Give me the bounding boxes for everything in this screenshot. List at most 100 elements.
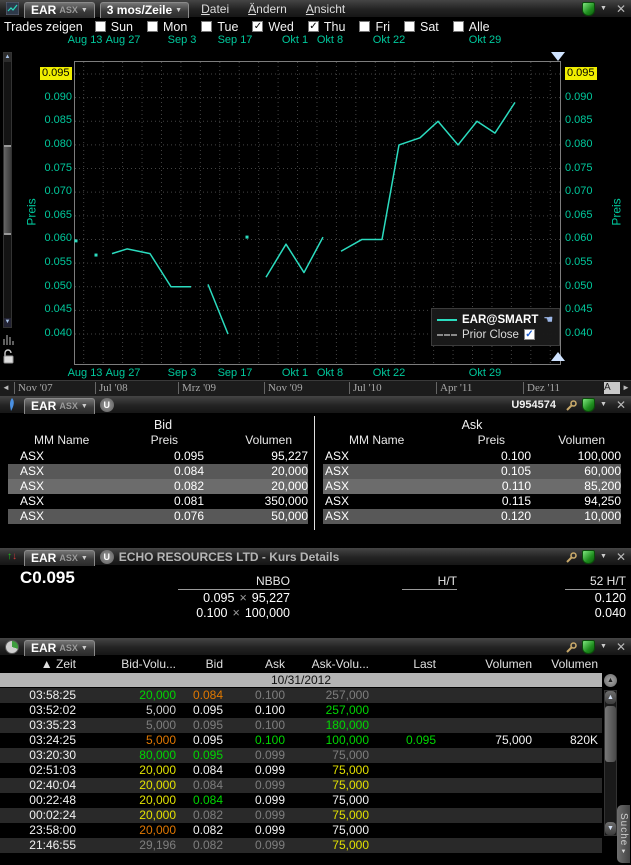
timeline-right-arrow-icon[interactable]: ► (622, 383, 630, 392)
checkbox-icon[interactable] (452, 21, 464, 32)
day-filter-mon[interactable]: Mon (147, 20, 187, 34)
exchange-label: ASX (59, 643, 78, 653)
scroll-up-icon[interactable]: ▲ (4, 53, 11, 62)
checkbox-icon[interactable] (147, 21, 158, 32)
close-icon[interactable]: ✕ (615, 397, 626, 412)
prior-close-checkbox[interactable]: ✓ (523, 329, 535, 340)
tape-column-header[interactable]: Last (413, 657, 436, 671)
tape-column-header[interactable]: Volumen (551, 657, 598, 671)
shield-icon[interactable] (582, 639, 595, 654)
day-filter-tue[interactable]: Tue (201, 20, 238, 34)
checkbox-icon[interactable] (404, 21, 416, 32)
tape-cell: 0.100 (254, 718, 285, 732)
day-filter-label: Fri (375, 19, 391, 34)
chart-vertical-scrollbar[interactable]: ▲ ▼ (3, 52, 12, 328)
tape-cell: 100,000 (325, 733, 369, 747)
close-icon[interactable]: ✕ (615, 1, 626, 16)
checkbox-icon[interactable]: ✓ (307, 20, 319, 32)
period-tab[interactable]: 3 mos/Zeile ▼ (99, 1, 190, 18)
chevron-down-icon[interactable]: ▼ (600, 553, 607, 560)
day-filter-thu[interactable]: ✓ Thu (307, 20, 345, 34)
symbol-tab[interactable]: EAR ASX ▼ (24, 1, 95, 18)
day-filter-sat[interactable]: Sat (404, 20, 439, 34)
tape-cell: 03:24:25 (29, 733, 76, 747)
tape-cell (536, 838, 602, 853)
tape-row: 21:46:55 29,196 0.082 0.099 75,000 (0, 838, 602, 853)
tape-cell: 0.100 (254, 733, 285, 747)
suche-tab[interactable]: Suche ▼ (617, 805, 630, 863)
menu-ansicht[interactable]: Ansicht (305, 1, 346, 16)
checkbox-icon[interactable] (201, 21, 213, 32)
unlock-icon[interactable] (2, 348, 16, 364)
scroll-to-top-button[interactable]: ▲ (604, 674, 617, 687)
day-filter-sun[interactable]: Sun (94, 20, 133, 34)
symbol-tab[interactable]: EAR ASX ▼ (24, 549, 95, 566)
symbol-tab[interactable]: EAR ASX ▼ (24, 639, 95, 656)
depth-row[interactable]: ASX 0.076 50,000 (8, 509, 308, 524)
scrollbar-thumb[interactable] (605, 706, 616, 762)
scroll-down-icon[interactable]: ▼ (4, 318, 11, 327)
depth-row[interactable]: ASX 0.082 20,000 (8, 479, 308, 494)
day-filter-alle[interactable]: Alle (452, 20, 490, 34)
scroll-up-icon[interactable]: ▲ (605, 691, 616, 704)
shield-icon[interactable] (582, 549, 595, 564)
chart-canvas[interactable] (74, 61, 561, 365)
price-chart-plot[interactable] (74, 61, 561, 370)
checkbox-icon[interactable] (359, 21, 371, 32)
wrench-icon[interactable] (565, 399, 577, 411)
tape-column-header[interactable]: Ask-Volu... (311, 657, 369, 671)
tape-column-header[interactable]: ▲ Zeit (40, 657, 76, 671)
depth-row[interactable]: ASX 0.084 20,000 (8, 464, 308, 479)
chevron-down-icon[interactable]: ▼ (600, 643, 607, 650)
close-icon[interactable]: ✕ (615, 549, 626, 564)
depth-row[interactable]: ASX 0.095 95,227 (20, 449, 308, 463)
last-price-badge: 0.095 (40, 67, 72, 80)
day-filter-wed[interactable]: ✓ Wed (252, 20, 294, 34)
chevron-down-icon[interactable]: ▼ (600, 5, 607, 12)
wrench-icon[interactable] (565, 551, 577, 563)
legend-item-series[interactable]: EAR@SMART ☚ (437, 312, 554, 327)
x-tick-label: Sep 17 (217, 34, 253, 46)
symbol-tab[interactable]: EAR ASX ▼ (24, 397, 95, 414)
range-handle-top[interactable] (551, 52, 565, 61)
account-id: U954574 (511, 398, 556, 411)
tape-column-header[interactable]: Volumen (485, 657, 532, 671)
depth-row[interactable]: ASX 0.100 100,000 (325, 449, 621, 463)
scroll-down-icon[interactable]: ▼ (605, 822, 616, 835)
depth-row[interactable]: ASX 0.120 10,000 (323, 509, 621, 524)
tape-cell: 75,000 (332, 823, 369, 837)
tape-column-header[interactable]: Bid (205, 657, 223, 671)
tape-cell: 5,000 (145, 733, 176, 747)
menu-datei[interactable]: Datei (201, 1, 230, 16)
close-icon[interactable]: ✕ (615, 639, 626, 654)
price-line (265, 236, 324, 278)
day-filter-fri[interactable]: Fri (359, 20, 390, 34)
timeline-range-box[interactable]: A (604, 382, 620, 394)
checkbox-icon[interactable] (94, 21, 106, 32)
depth-row[interactable]: ASX 0.115 94,250 (325, 494, 621, 508)
depth-row[interactable]: ASX 0.081 350,000 (20, 494, 308, 508)
timeline-left-arrow-icon[interactable]: ◄ (2, 383, 10, 392)
tape-cell: 02:40:04 (29, 778, 76, 792)
menu-aendern[interactable]: Ändern (248, 1, 287, 16)
checkbox-icon[interactable]: ✓ (252, 20, 264, 32)
chevron-down-icon[interactable]: ▼ (600, 401, 607, 408)
depth-row[interactable]: ASX 0.105 60,000 (323, 464, 621, 479)
y-tick-label: 0.075 (44, 161, 72, 174)
tape-cell: 0.084 (192, 778, 223, 792)
tape-vertical-scrollbar[interactable]: ▲ ▼ (604, 690, 617, 836)
depth-row[interactable]: ASX 0.110 85,200 (323, 479, 621, 494)
tape-column-header[interactable]: Ask (264, 657, 285, 671)
scrollbar-thumb[interactable] (4, 145, 11, 235)
tape-cell: 820K (569, 733, 598, 747)
tape-cell: 0.095 (405, 733, 436, 747)
range-handle-bottom[interactable] (551, 352, 565, 361)
shield-icon[interactable] (582, 1, 595, 16)
history-timeline[interactable]: ◄ Nov '07 Jul '08 Mrz '09 Nov '09 Jul '10 Apr… (0, 380, 631, 396)
tape-column-header[interactable]: Bid-Volu... (121, 657, 176, 671)
tape-cell: 75,000 (332, 838, 369, 852)
volume-histogram-icon[interactable] (2, 331, 16, 346)
shield-icon[interactable] (582, 397, 595, 412)
tape-cell: 21:46:55 (29, 838, 76, 852)
wrench-icon[interactable] (565, 641, 577, 653)
